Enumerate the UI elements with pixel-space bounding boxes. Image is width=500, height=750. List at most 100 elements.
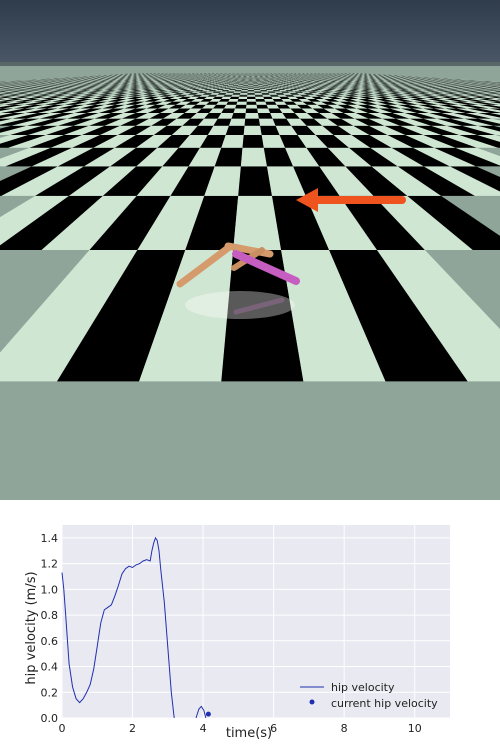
floor-tile: [327, 91, 339, 93]
floor-tile: [417, 85, 431, 87]
floor-tile: [74, 81, 85, 82]
floor-tile: [292, 82, 299, 84]
floor-tile: [441, 90, 460, 92]
floor-tile: [367, 96, 385, 99]
floor-tile: [383, 82, 394, 84]
floor-tile: [385, 90, 400, 92]
floor-tile: [300, 91, 311, 93]
floor-tile: [322, 82, 330, 84]
floor-tile: [0, 96, 8, 98]
floor-tile: [457, 86, 474, 88]
floor-tile: [94, 113, 124, 119]
floor-tile: [212, 91, 222, 93]
floor-tile: [291, 125, 316, 135]
floor-tile: [273, 79, 278, 81]
floor-tile: [119, 81, 128, 82]
floor-tile: [42, 81, 54, 82]
floor-tile: [0, 86, 7, 88]
floor-tile: [377, 87, 391, 89]
floor-tile: [39, 113, 75, 119]
floor-tile: [49, 96, 72, 99]
floor-tile: [142, 91, 156, 93]
floor-tile: [361, 83, 371, 85]
floor-tile: [35, 82, 48, 83]
floor-tile: [74, 83, 86, 85]
floor-tile: [61, 84, 74, 85]
floor-tile: [295, 96, 308, 99]
floor-tile: [287, 84, 295, 86]
floor-tile: [330, 85, 340, 87]
floor-tile: [0, 135, 29, 144]
floor-tile: [186, 79, 192, 81]
floor-tile: [267, 166, 306, 196]
floor-tile: [135, 82, 144, 83]
floor-tile: [110, 88, 124, 90]
floor-tile: [468, 104, 500, 109]
floor-tile: [179, 79, 185, 81]
floor-tile: [336, 84, 346, 86]
floor-tile: [47, 104, 75, 109]
floor-tile: [54, 79, 65, 81]
floor-tile: [449, 88, 467, 90]
floor-tile: [248, 84, 254, 86]
floor-tile: [214, 86, 222, 88]
floor-tile: [240, 81, 245, 82]
floor-tile: [441, 113, 478, 119]
floor-tile: [455, 147, 500, 166]
floor-tile: [257, 82, 262, 84]
floor-tile: [296, 92, 308, 95]
floor-tile: [384, 83, 395, 85]
floor-tile: [130, 84, 141, 86]
floor-tile: [395, 118, 431, 126]
floor-tile: [218, 82, 224, 83]
floor-tile: [376, 85, 388, 87]
floor-tile: [38, 81, 50, 82]
floor-tile: [472, 91, 493, 93]
floor-tile: [218, 84, 225, 85]
floor-tile: [230, 79, 235, 81]
floor-tile: [231, 81, 237, 83]
floor-tile: [394, 81, 404, 83]
floor-tile: [371, 86, 384, 88]
floor-tile: [402, 85, 415, 87]
floor-tile: [258, 85, 265, 87]
floor-tile: [102, 79, 111, 81]
floor-tile: [286, 104, 302, 109]
floor-tile: [1, 166, 84, 196]
floor-tile: [307, 82, 314, 83]
floor-tile: [306, 147, 346, 167]
floor-tile: [46, 125, 90, 135]
floor-tile: [13, 81, 26, 82]
floor-tile: [325, 83, 334, 85]
floor-tile: [127, 81, 136, 82]
floor-tile: [477, 125, 500, 132]
floor-tile: [220, 83, 226, 85]
floor-tile: [391, 90, 407, 92]
floor-tile: [302, 79, 308, 81]
floor-tile: [201, 79, 207, 81]
floor-tile: [273, 85, 281, 87]
floor-tile: [366, 82, 376, 84]
floor-tile: [354, 88, 367, 90]
floor-tile: [324, 82, 332, 83]
floor-tile: [94, 82, 105, 84]
floor-tile: [291, 79, 297, 81]
floor-tile: [109, 84, 121, 86]
floor-tile: [350, 85, 361, 87]
floor-tile: [425, 88, 442, 90]
floor-tile: [46, 87, 62, 89]
floor-tile: [98, 99, 119, 102]
floor-tile: [143, 81, 151, 82]
floor-tile: [32, 84, 47, 86]
floor-tile: [91, 104, 116, 109]
floor-tile: [163, 99, 179, 102]
floor-tile: [16, 90, 36, 92]
floor-tile: [93, 81, 103, 83]
floor-tile: [332, 99, 349, 102]
floor-tile: [217, 80, 223, 81]
floor-tile: [82, 81, 93, 82]
floor-tile: [216, 88, 225, 90]
floor-tile: [374, 82, 384, 83]
floor-tile: [97, 88, 112, 90]
floor-tile: [266, 83, 272, 85]
